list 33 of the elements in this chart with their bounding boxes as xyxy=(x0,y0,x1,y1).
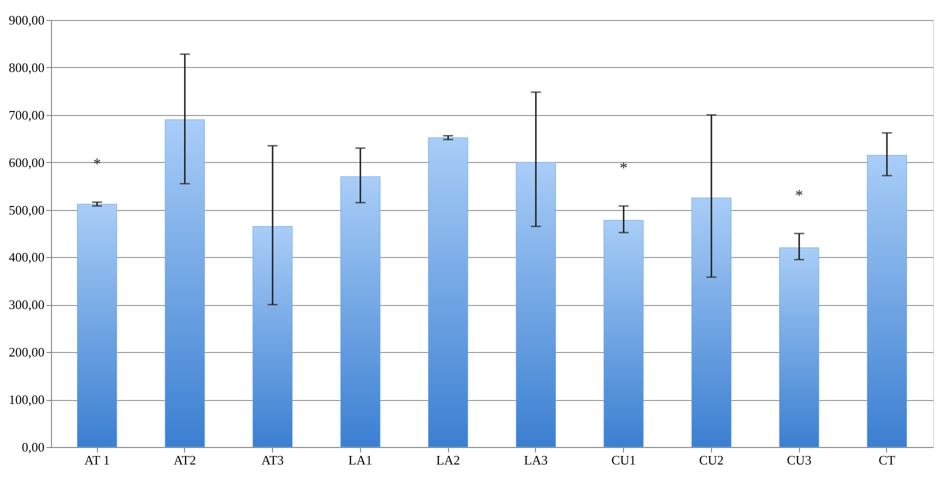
bar xyxy=(779,247,820,448)
y-tick-label: 0,00 xyxy=(22,440,44,454)
annotation: * xyxy=(93,156,102,174)
y-tick-label: 700,00 xyxy=(8,107,44,122)
bar xyxy=(77,204,118,448)
bar xyxy=(340,176,380,448)
x-tick-label: LA1 xyxy=(348,452,372,468)
y-tick-label: 100,00 xyxy=(8,392,44,408)
x-tick-label: AT 1 xyxy=(84,452,110,468)
bar xyxy=(428,137,468,448)
y-tick-label: 600,00 xyxy=(8,154,44,170)
x-tick-label: LA2 xyxy=(436,452,460,468)
y-tick-label: 500,00 xyxy=(8,202,44,218)
bar xyxy=(252,226,293,448)
x-tick-label: CU2 xyxy=(699,452,724,468)
bar xyxy=(604,220,644,448)
y-tick-label: 900,00 xyxy=(8,12,44,28)
annotation: * xyxy=(620,160,628,177)
x-tick-label: AT3 xyxy=(261,452,284,468)
y-tick-label: 800,00 xyxy=(8,60,44,75)
bar xyxy=(866,154,907,448)
y-tick-label: 300,00 xyxy=(8,297,44,312)
x-tick-label: CU1 xyxy=(611,452,636,468)
bar xyxy=(691,198,732,448)
x-tick-label: LA3 xyxy=(524,452,548,468)
bar xyxy=(516,162,556,448)
x-tick-label: AT2 xyxy=(174,452,196,468)
x-tick-label: CU3 xyxy=(786,452,812,468)
bar xyxy=(164,119,205,448)
x-tick-label: CT xyxy=(878,452,896,468)
y-tick-label: 200,00 xyxy=(8,344,44,360)
y-tick-label: 400,00 xyxy=(8,250,44,265)
annotation: * xyxy=(795,188,804,204)
